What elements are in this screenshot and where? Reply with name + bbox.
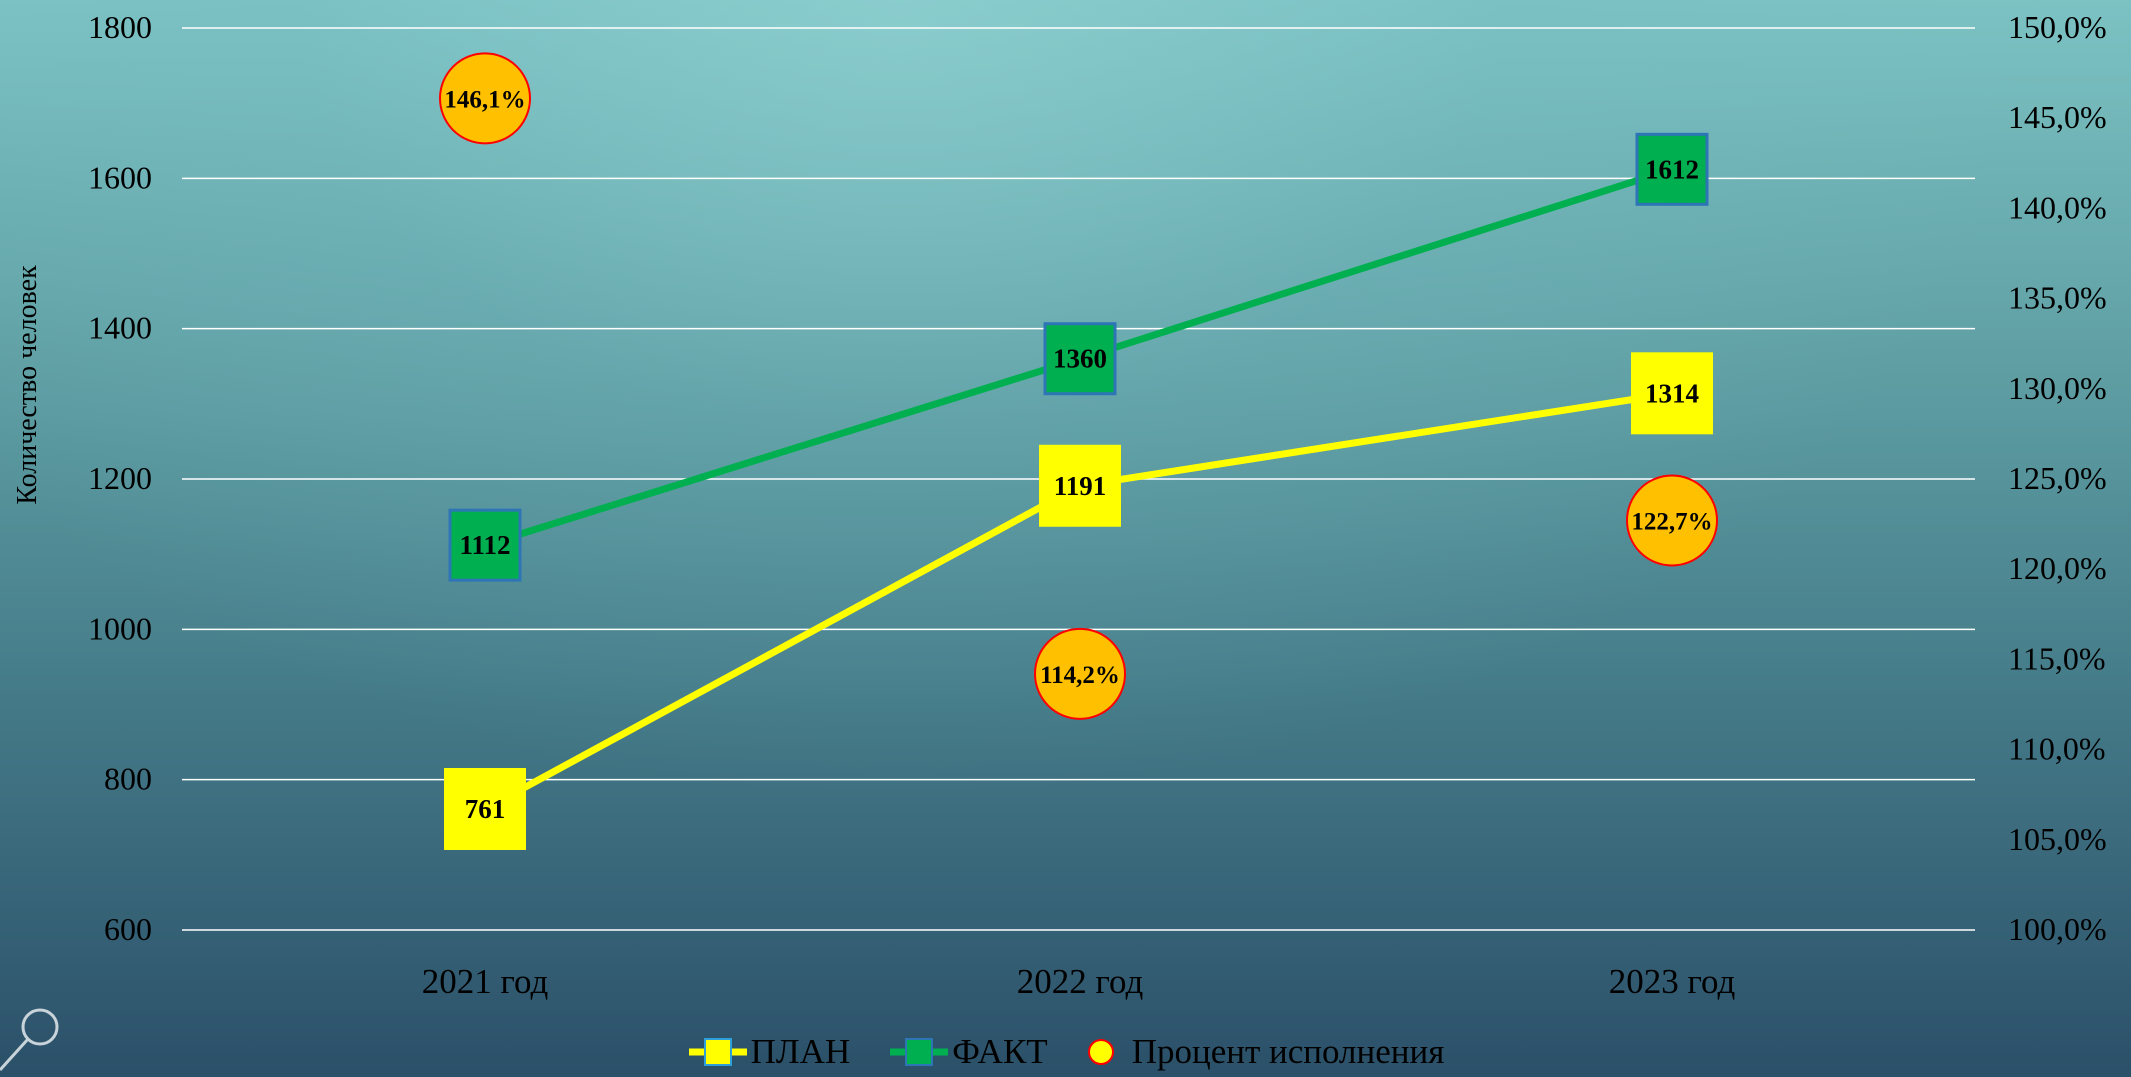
legend-percent-label: Процент исполнения: [1131, 1032, 1445, 1071]
y2-tick-label: 110,0%: [2008, 731, 2105, 767]
x-tick-label: 2023 год: [1609, 962, 1736, 1001]
legend-fact-label: ФАКТ: [952, 1032, 1048, 1071]
percent-marker: [1034, 627, 1126, 720]
y-tick-label: 1000: [88, 610, 152, 646]
y2-tick-label: 115,0%: [2008, 640, 2105, 676]
y-tick-label: 1400: [88, 310, 152, 346]
y2-tick-label: 140,0%: [2008, 189, 2107, 225]
y2-tick-label: 120,0%: [2008, 550, 2107, 586]
legend-percent-swatch: [1087, 1039, 1114, 1065]
x-axis: 2021 год 2022 год 2023 год: [422, 962, 1736, 1001]
y-tick-label: 600: [104, 911, 152, 947]
legend-item-plan: ПЛАН: [687, 1032, 851, 1072]
y2-tick-label: 135,0%: [2008, 280, 2107, 316]
fact-marker: [1635, 132, 1709, 206]
y-tick-label: 1200: [88, 460, 152, 496]
y-axis-left: 600 800 1000 1200 1400 1600 1800: [88, 9, 152, 947]
y-tick-label: 1600: [88, 159, 152, 195]
y-axis-title: Количество человек: [12, 265, 43, 505]
plan-marker: [1631, 352, 1713, 435]
plan-data-label: 1191: [1054, 471, 1107, 501]
legend-plan-label: ПЛАН: [750, 1032, 851, 1071]
y2-tick-label: 145,0%: [2008, 99, 2107, 135]
fact-marker: [448, 508, 522, 582]
plan-marker: [1039, 444, 1121, 527]
legend-item-percent: Процент исполнения: [1086, 1032, 1445, 1072]
plan-data-label: 761: [465, 794, 506, 824]
fact-data-label: 1360: [1053, 344, 1107, 374]
legend-plan-swatch: [688, 1038, 747, 1066]
y2-tick-label: 100,0%: [2008, 911, 2107, 947]
y2-tick-label: 125,0%: [2008, 460, 2107, 496]
y2-tick-label: 130,0%: [2008, 370, 2107, 406]
fact-data-label: 1112: [459, 530, 510, 560]
y2-tick-label: 105,0%: [2008, 821, 2107, 857]
fact-data-label: 1612: [1645, 154, 1699, 184]
y2-tick-label: 150,0%: [2008, 9, 2107, 45]
plan-marker: [444, 767, 526, 850]
legend: ПЛАН ФАКТ Процент исполнения: [0, 1027, 2131, 1077]
fact-marker: [1043, 322, 1117, 396]
x-tick-label: 2022 год: [1017, 962, 1144, 1001]
percent-data-label: 122,7%: [1631, 508, 1712, 535]
legend-item-fact: ФАКТ: [888, 1032, 1048, 1072]
percent-data-label: 114,2%: [1040, 662, 1120, 689]
y-axis-right: 100,0% 105,0% 110,0% 115,0% 120,0% 125,0% 130,…: [2008, 9, 2107, 947]
magnifier-icon: [0, 1008, 59, 1072]
series-markers: 761 1191 1314 1112 1360 1612 146,1% 114,2% 122,7…: [439, 52, 1718, 850]
y-tick-label: 800: [104, 761, 152, 797]
percent-marker: [439, 52, 531, 145]
legend-fact-swatch: [890, 1038, 949, 1066]
percent-data-label: 146,1%: [444, 86, 525, 113]
plan-data-label: 1314: [1645, 378, 1699, 408]
y-tick-label: 1800: [88, 9, 152, 45]
x-tick-label: 2021 год: [422, 962, 549, 1001]
percent-marker: [1626, 474, 1718, 567]
